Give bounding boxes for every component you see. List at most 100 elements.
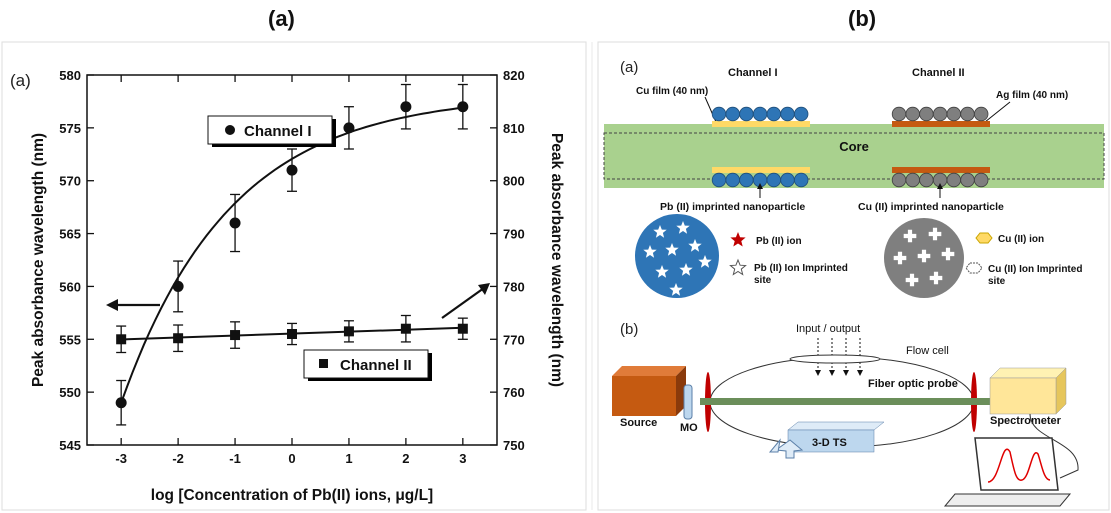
ag-film-bottom	[892, 167, 990, 173]
pb-bead	[780, 172, 795, 188]
mark-group	[115, 83, 469, 426]
cu-film-bottom	[712, 167, 810, 173]
panel-b-frame	[597, 41, 1110, 511]
y-tick-label: 580	[59, 68, 81, 83]
x-tick-label: -1	[229, 451, 241, 466]
flow-port	[789, 354, 881, 364]
cu-bead	[946, 106, 962, 122]
pb-bead	[739, 106, 754, 122]
channel-1-point	[457, 101, 469, 113]
y2-tick-label: 810	[503, 121, 525, 136]
cu-site-cross	[917, 249, 931, 263]
cu-site-cross	[905, 273, 919, 287]
x-tick-label: 2	[402, 451, 409, 466]
pb-bead	[739, 172, 754, 188]
cu-bead	[974, 172, 989, 188]
y-tick-label: 545	[59, 438, 81, 453]
left-axis-arrow	[106, 299, 160, 311]
cu-imprint-sites	[893, 227, 955, 287]
x-tick-label: -2	[172, 451, 184, 466]
y-tick-label: 550	[59, 385, 81, 400]
cu-film-label: Cu film (40 nm)	[636, 86, 708, 97]
cu-site-icon	[965, 262, 983, 274]
cu-ion-icon	[975, 232, 993, 244]
channel-2-point	[287, 329, 297, 339]
channel-1-point	[343, 122, 355, 134]
chart: (a) -3 -2 -1 0 1 2 3 545 550 555 560 565 570 575 580 75…	[10, 68, 565, 504]
cu-np-label: Cu (II) imprinted nanoparticle	[858, 201, 1004, 213]
channel-1-point	[115, 397, 127, 409]
pb-imprinted-particle	[635, 214, 719, 298]
ts-arrows-icon	[768, 438, 804, 459]
channel-1-title: Channel I	[728, 67, 778, 79]
diagram-a-label: (a)	[620, 59, 638, 76]
pb-site-label-1: Pb (II) Ion Imprinted	[754, 263, 848, 274]
y2-tick-label: 770	[503, 332, 525, 347]
cu-film-top	[712, 121, 810, 127]
y2-axis-label: Peak absorbance wavelength (nm)	[548, 133, 565, 387]
mo-label: MO	[680, 422, 698, 434]
cu-site-cross	[941, 247, 955, 261]
pb-bead	[711, 106, 727, 122]
panel-b-header: (b)	[848, 6, 877, 31]
y-tick-label: 560	[59, 279, 81, 294]
pb-bead	[725, 106, 740, 122]
pb-ion-label: Pb (II) ion	[756, 236, 802, 247]
pb-site-label-2: site	[754, 275, 772, 286]
channel-1-point	[172, 280, 184, 292]
ts-label: 3-D TS	[812, 437, 847, 449]
channel-2-point	[173, 333, 184, 344]
y-tick-label: 565	[59, 227, 81, 242]
cu-site-cross	[903, 229, 917, 243]
pb-bead	[725, 172, 740, 188]
pb-bead	[752, 106, 768, 122]
spectrometer-label: Spectrometer	[990, 415, 1062, 427]
pb-site-star	[665, 243, 679, 256]
pb-site-star	[679, 263, 693, 276]
y2-tick-label: 790	[503, 227, 525, 242]
y2-tick-label: 760	[503, 385, 525, 400]
pb-site-icon	[729, 258, 747, 276]
channel-2-point	[230, 330, 241, 341]
legend-channel-1: Channel I	[207, 115, 336, 147]
pb-imprint-sites	[643, 221, 712, 296]
cu-bead	[905, 106, 920, 122]
pb-site-star	[655, 265, 669, 278]
cu-bead	[974, 106, 989, 122]
laptop-base	[943, 493, 1072, 507]
panel-a-header: (a)	[268, 6, 295, 31]
cu-ion-label: Cu (II) ion	[998, 234, 1044, 245]
io-label: Input / output	[796, 323, 860, 335]
tick-group: -3 -2 -1 0 1 2 3 545 550 555 560 565 570 575 580 750 760…	[59, 68, 524, 466]
cu-bead	[891, 172, 907, 188]
cu-bead	[946, 172, 962, 188]
cu-bead	[932, 106, 948, 122]
source-top	[612, 366, 686, 376]
legend-1-label: Channel I	[244, 123, 312, 140]
channel-1-point	[286, 164, 298, 176]
cu-site-cross	[893, 251, 907, 265]
pb-bead	[780, 106, 795, 122]
pb-bead	[766, 172, 782, 188]
cu-bead	[960, 172, 975, 188]
mo-lens	[683, 384, 693, 420]
chart-panel-label: (a)	[10, 71, 31, 90]
channel-2-point	[400, 323, 411, 334]
laptop-screen	[974, 437, 1059, 491]
y2-tick-label: 750	[503, 438, 525, 453]
channel-2-point	[457, 323, 468, 334]
pb-site-star	[653, 225, 667, 238]
spectrometer-cable	[1029, 413, 1079, 479]
x-tick-label: 1	[345, 451, 352, 466]
pb-bead	[711, 172, 727, 188]
y2-tick-label: 820	[503, 68, 525, 83]
pb-ion-icon	[730, 232, 746, 247]
y-tick-label: 570	[59, 174, 81, 189]
fiber-core-boundary	[603, 132, 1105, 180]
pb-site-star	[688, 239, 702, 252]
pb-bead	[794, 106, 809, 122]
y-tick-label: 555	[59, 332, 81, 347]
cu-bead	[891, 106, 907, 122]
x-axis-label: log [Concentration of Pb(II) ions, μg/L]	[151, 487, 433, 504]
ts-top	[787, 421, 885, 431]
